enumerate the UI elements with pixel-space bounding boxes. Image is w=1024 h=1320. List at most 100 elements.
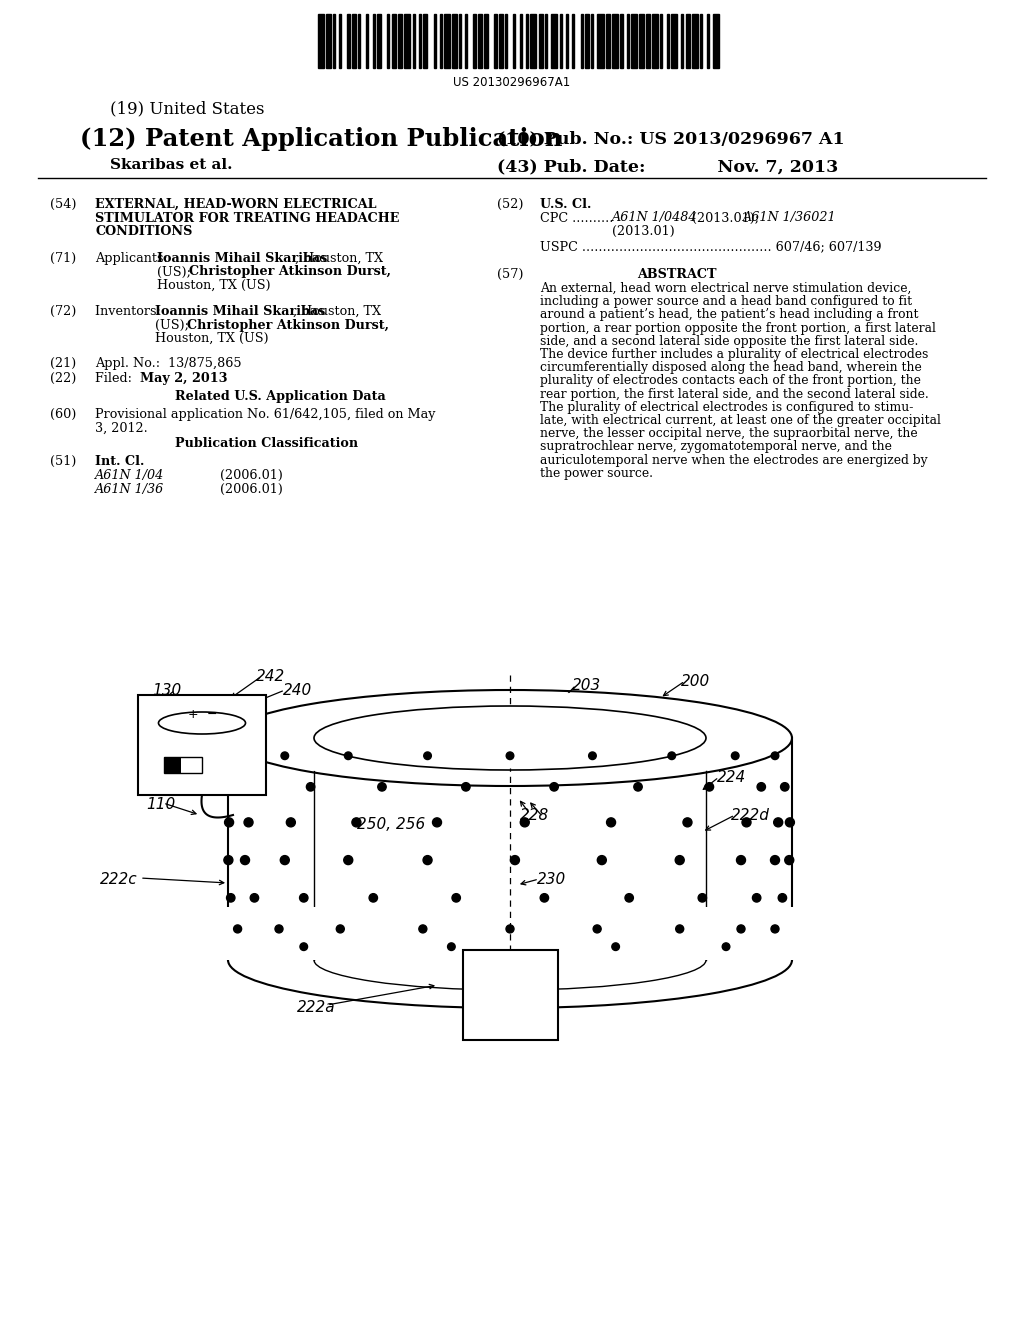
Circle shape: [344, 855, 352, 865]
Text: 220: 220: [681, 743, 711, 758]
Circle shape: [452, 894, 461, 902]
Circle shape: [606, 818, 615, 826]
Text: auriculotemporal nerve when the electrodes are energized by: auriculotemporal nerve when the electrod…: [540, 454, 928, 466]
Bar: [444, 15, 451, 69]
Bar: [433, 15, 435, 69]
Circle shape: [683, 818, 692, 826]
Bar: [519, 15, 521, 69]
Circle shape: [447, 942, 456, 950]
Circle shape: [731, 752, 739, 759]
Text: Skaribas et al.: Skaribas et al.: [110, 158, 232, 172]
Bar: [453, 15, 457, 69]
Text: Provisional application No. 61/642,105, filed on May: Provisional application No. 61/642,105, …: [95, 408, 435, 421]
Text: (54): (54): [50, 198, 77, 211]
Circle shape: [722, 942, 730, 950]
Bar: [566, 15, 568, 69]
Text: circumferentially disposed along the head band, wherein the: circumferentially disposed along the hea…: [540, 362, 922, 374]
Bar: [339, 15, 341, 69]
Circle shape: [520, 818, 529, 826]
Bar: [621, 15, 623, 69]
Text: A61N 1/0484: A61N 1/0484: [612, 211, 697, 224]
Circle shape: [774, 818, 782, 826]
Circle shape: [611, 942, 620, 950]
Circle shape: [233, 925, 242, 933]
Bar: [164, 756, 202, 774]
Circle shape: [300, 942, 307, 950]
Text: 222a: 222a: [297, 1001, 336, 1015]
Bar: [309, 927, 711, 960]
Text: , Houston, TX: , Houston, TX: [293, 305, 381, 318]
Bar: [572, 15, 574, 69]
Circle shape: [224, 855, 232, 865]
Bar: [545, 15, 547, 69]
Text: Filed:: Filed:: [95, 372, 168, 385]
Bar: [404, 15, 411, 69]
Text: Ioannis Mihail Skaribas: Ioannis Mihail Skaribas: [157, 252, 328, 265]
Text: (43) Pub. Date:            Nov. 7, 2013: (43) Pub. Date: Nov. 7, 2013: [497, 158, 839, 176]
Circle shape: [306, 783, 314, 791]
Circle shape: [281, 752, 289, 759]
Bar: [539, 15, 543, 69]
Bar: [351, 15, 355, 69]
Circle shape: [757, 783, 766, 791]
Text: 226: 226: [697, 933, 726, 948]
Text: A61N 1/04: A61N 1/04: [95, 469, 164, 482]
Circle shape: [241, 855, 250, 865]
Text: (2006.01): (2006.01): [220, 469, 283, 482]
Circle shape: [737, 925, 745, 933]
Text: A61N 1/36021: A61N 1/36021: [743, 211, 837, 224]
Text: (2013.01): (2013.01): [612, 224, 675, 238]
Text: Inventors:: Inventors:: [95, 305, 165, 318]
Text: (57): (57): [497, 268, 523, 281]
Text: (2013.01);: (2013.01);: [688, 211, 763, 224]
Bar: [333, 15, 335, 69]
Bar: [685, 15, 690, 69]
Text: +: +: [188, 708, 199, 721]
Circle shape: [510, 855, 519, 865]
Circle shape: [228, 783, 237, 791]
Text: 203: 203: [572, 678, 601, 693]
Circle shape: [771, 925, 779, 933]
Text: (19) United States: (19) United States: [110, 100, 264, 117]
Circle shape: [780, 783, 788, 791]
Text: The device further includes a plurality of electrical electrodes: The device further includes a plurality …: [540, 348, 929, 360]
Text: Related U.S. Application Data: Related U.S. Application Data: [175, 389, 386, 403]
Text: Christopher Atkinson Durst,: Christopher Atkinson Durst,: [187, 318, 389, 331]
Text: US 20130296967A1: US 20130296967A1: [454, 77, 570, 88]
Circle shape: [244, 818, 253, 826]
Circle shape: [250, 894, 259, 902]
Circle shape: [778, 894, 786, 902]
Text: (10) Pub. No.: US 2013/0296967 A1: (10) Pub. No.: US 2013/0296967 A1: [497, 129, 845, 147]
Text: Appl. No.:  13/875,865: Appl. No.: 13/875,865: [95, 356, 242, 370]
Text: (US);: (US);: [155, 318, 193, 331]
Text: 3, 2012.: 3, 2012.: [95, 421, 147, 434]
Bar: [671, 15, 677, 69]
Text: (21): (21): [50, 356, 76, 370]
Text: 130: 130: [152, 682, 181, 698]
Circle shape: [281, 855, 290, 865]
Bar: [138, 696, 266, 795]
Circle shape: [424, 752, 431, 759]
Bar: [700, 15, 702, 69]
Text: (52): (52): [497, 198, 523, 211]
Bar: [477, 15, 482, 69]
Circle shape: [423, 855, 432, 865]
Bar: [347, 15, 349, 69]
Circle shape: [344, 752, 352, 759]
Text: Applicants:: Applicants:: [95, 252, 168, 265]
Bar: [713, 15, 719, 69]
Bar: [484, 15, 488, 69]
Text: 110: 110: [146, 797, 175, 812]
Text: 222d: 222d: [731, 808, 770, 822]
Bar: [465, 15, 467, 69]
Circle shape: [462, 783, 470, 791]
Circle shape: [255, 783, 263, 791]
Text: including a power source and a head band configured to fit: including a power source and a head band…: [540, 296, 912, 308]
Text: An external, head worn electrical nerve stimulation device,: An external, head worn electrical nerve …: [540, 282, 911, 294]
Text: EXTERNAL, HEAD-WORN ELECTRICAL: EXTERNAL, HEAD-WORN ELECTRICAL: [95, 198, 377, 211]
Circle shape: [784, 855, 794, 865]
Bar: [367, 15, 369, 69]
Text: supratrochlear nerve, zygomatotemporal nerve, and the: supratrochlear nerve, zygomatotemporal n…: [540, 441, 892, 453]
Bar: [413, 15, 415, 69]
Circle shape: [226, 894, 234, 902]
